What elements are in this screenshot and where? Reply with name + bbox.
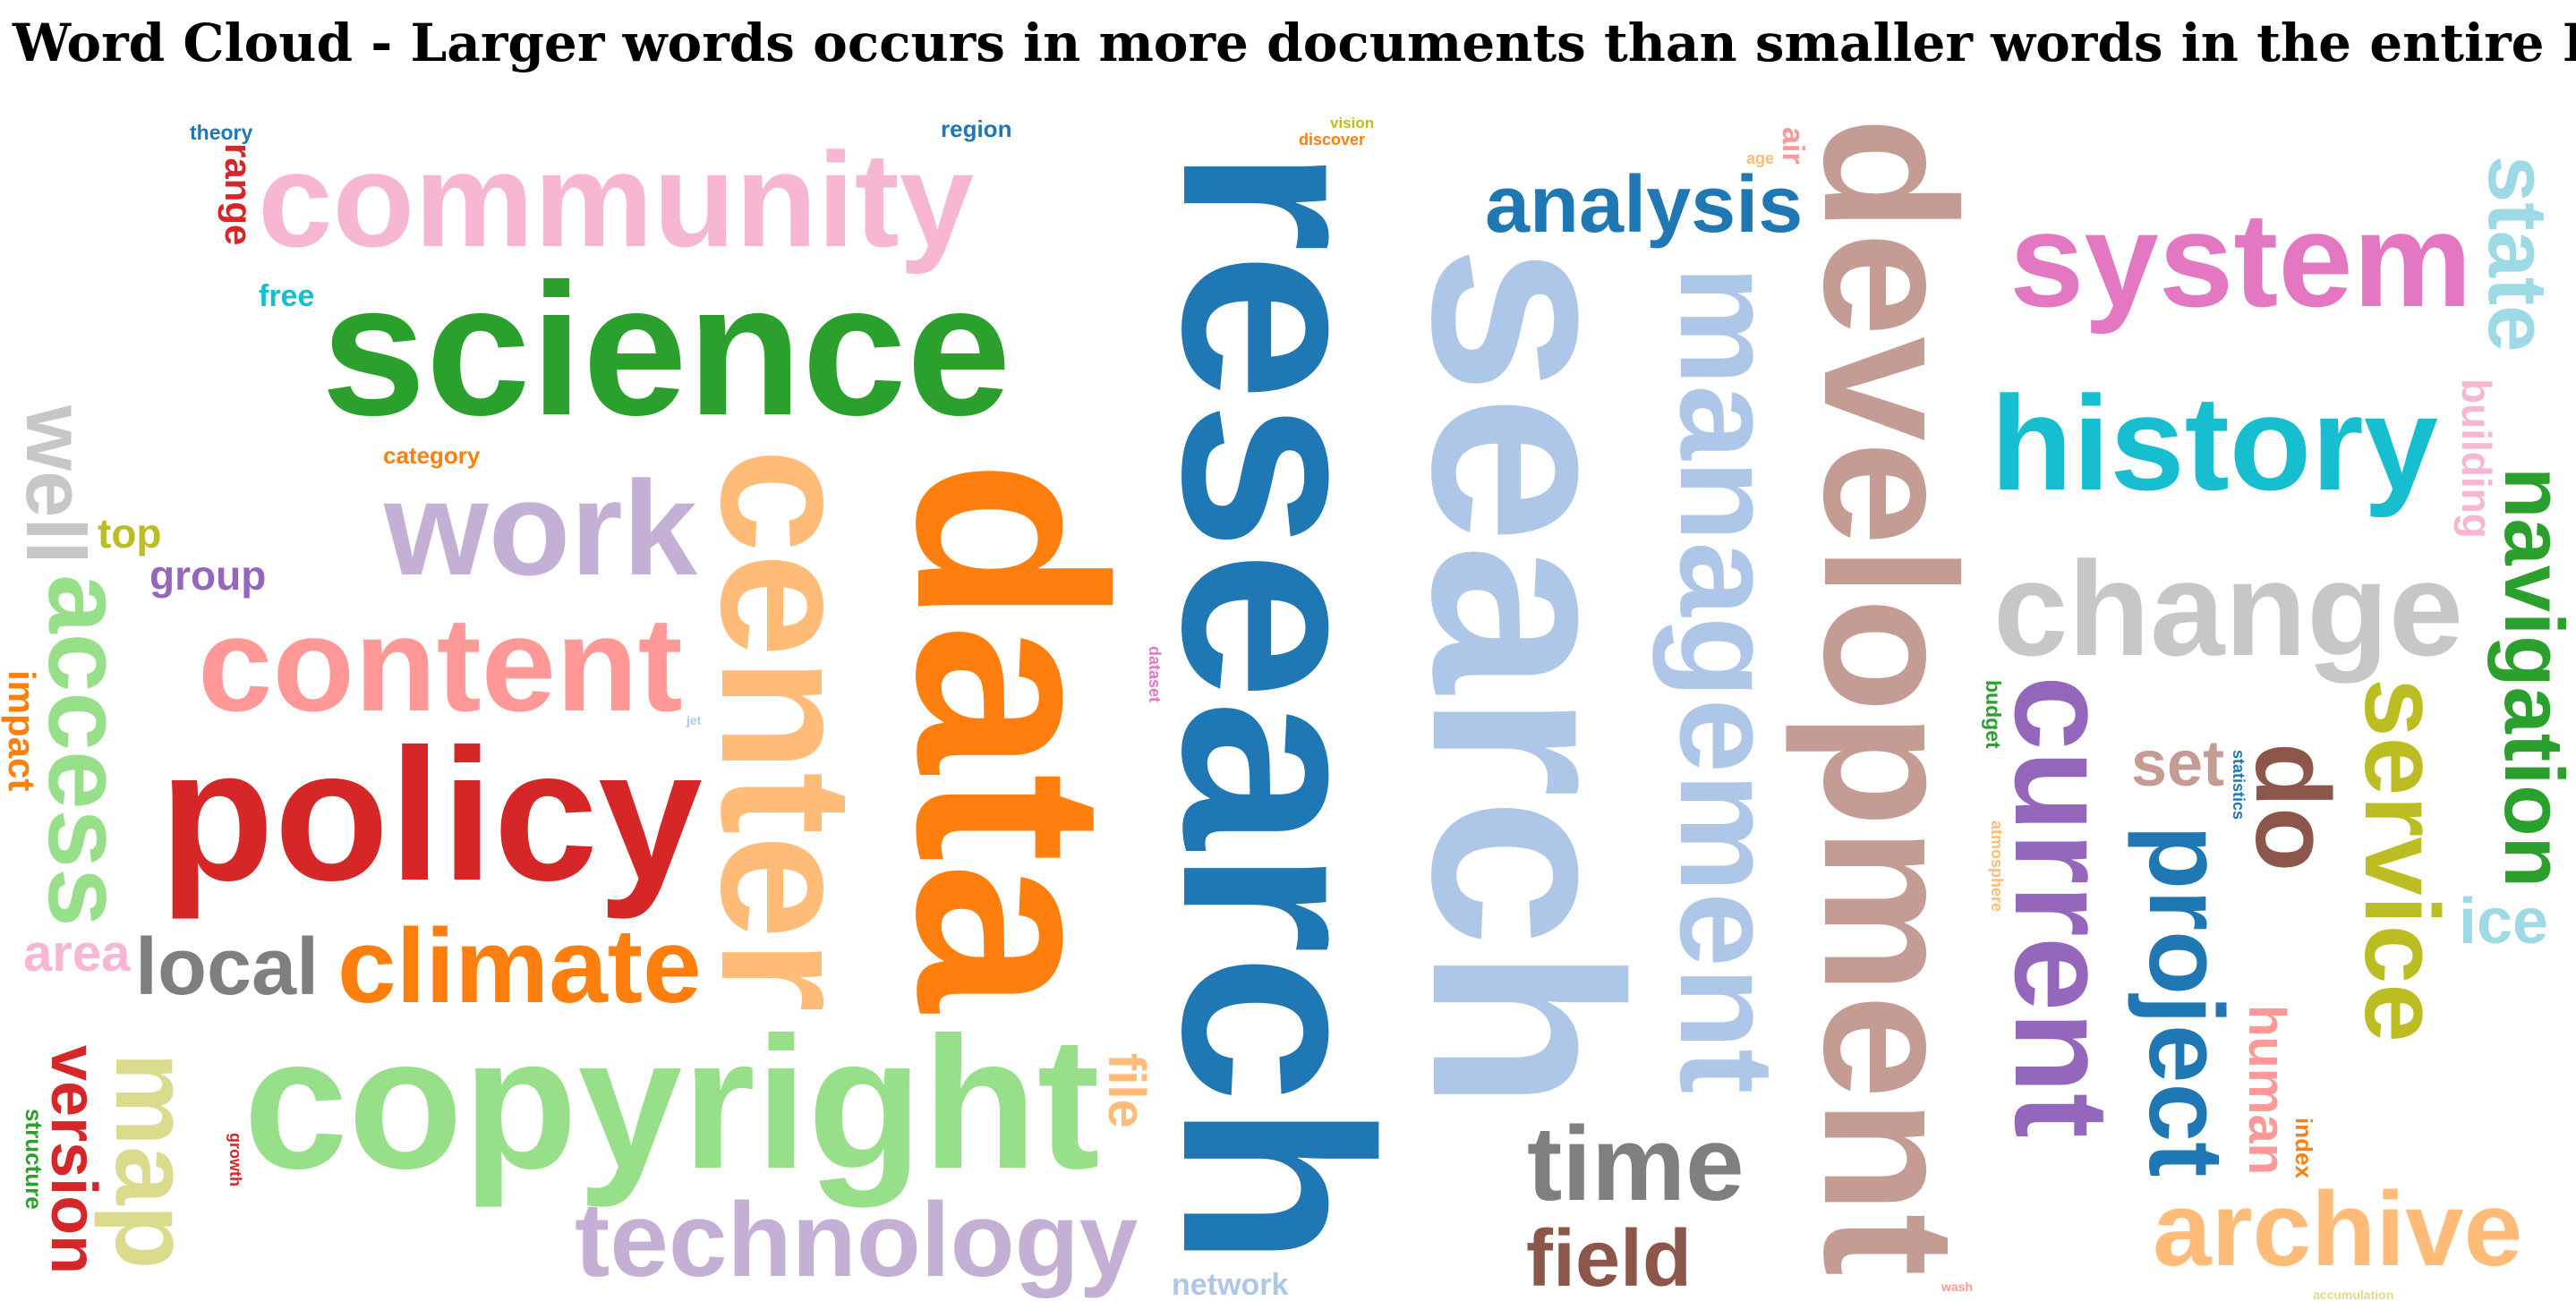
cloud-word: system (2009, 184, 2473, 335)
cloud-word: building (2453, 378, 2500, 539)
cloud-word: free (259, 279, 315, 313)
cloud-word: search (1377, 245, 1677, 1111)
cloud-word: budget (1982, 680, 2005, 749)
cloud-word: climate (337, 907, 702, 1025)
cloud-word: data (861, 460, 1162, 1012)
cloud-word: vision (1330, 116, 1375, 132)
cloud-word: field (1526, 1214, 1693, 1301)
cloud-word: age (1746, 149, 1775, 167)
cloud-word: community (258, 124, 975, 275)
cloud-word: copyright (243, 998, 1100, 1208)
cloud-word: science (321, 244, 1011, 455)
cloud-word: do (2233, 743, 2351, 872)
cloud-word: research (1127, 148, 1428, 1267)
cloud-word: version (38, 1045, 109, 1275)
cloud-word: project (2127, 825, 2245, 1178)
cloud-word: range (218, 143, 260, 246)
cloud-word: policy (159, 710, 703, 920)
cloud-word: top (98, 510, 162, 557)
cloud-word: archive (2153, 1170, 2523, 1288)
cloud-word: region (941, 116, 1012, 142)
cloud-word: technology (575, 1181, 1139, 1299)
cloud-word: map (93, 1052, 211, 1270)
cloud-word: group (149, 552, 267, 599)
cloud-word: dataset (1146, 646, 1164, 703)
cloud-word: time (1527, 1105, 1744, 1223)
cloud-word: development (1785, 117, 1995, 1277)
cloud-word: area (23, 924, 131, 982)
cloud-word: network (1172, 1268, 1289, 1301)
cloud-word: structure (21, 1109, 47, 1210)
cloud-word: center (682, 448, 892, 1013)
cloud-word: air (1776, 127, 1810, 165)
cloud-word: wash (1941, 1280, 1974, 1294)
cloud-word: index (2290, 1118, 2317, 1178)
cloud-word: work (384, 453, 698, 603)
cloud-word: analysis (1485, 160, 1804, 250)
cloud-word: growth (226, 1133, 244, 1186)
cloud-word: state (2471, 156, 2565, 353)
cloud-word: theory (190, 121, 253, 144)
cloud-word: well (9, 405, 103, 565)
cloud-word: atmosphere (1988, 821, 2006, 913)
cloud-word: history (1991, 368, 2439, 518)
cloud-word: management (1652, 266, 1803, 1094)
cloud-word: accumulation (2313, 1288, 2394, 1301)
word-cloud: research search data development center scien… (0, 116, 2576, 1301)
cloud-word: navigation (2487, 467, 2576, 889)
cloud-word: file (1097, 1053, 1156, 1128)
cloud-word: impact (1, 670, 43, 792)
cloud-word: category (383, 442, 481, 469)
cloud-word: content (198, 589, 683, 739)
cloud-word: change (1993, 533, 2464, 684)
cloud-word: local (135, 923, 320, 1012)
cloud-word: human (2238, 1005, 2296, 1176)
cloud-word: discover (1299, 131, 1366, 149)
cloud-word: service (2342, 678, 2461, 1042)
page-title: Word Cloud - Larger words occurs in more… (13, 13, 2576, 73)
cloud-word: statistics (2230, 750, 2248, 821)
cloud-word: current (1987, 676, 2137, 1138)
cloud-word: access (26, 574, 144, 927)
cloud-word: jet (687, 713, 702, 727)
cloud-word: ice (2459, 886, 2549, 957)
cloud-word: set (2131, 728, 2225, 800)
